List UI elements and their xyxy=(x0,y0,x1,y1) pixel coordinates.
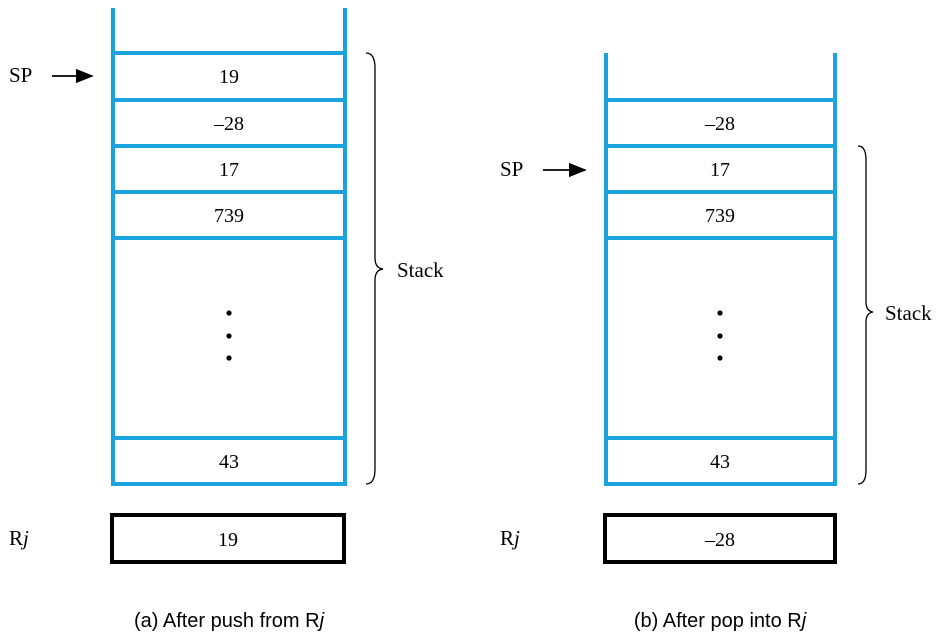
register-label: Rj xyxy=(500,526,520,550)
panel-a: 19 –28 17 739 43 SP Stack Rj 19 (a) Afte… xyxy=(9,8,444,632)
stack-brace xyxy=(365,52,384,485)
ellipsis-dots xyxy=(717,310,723,361)
stack-cell-value: 43 xyxy=(219,451,239,473)
register-value: –28 xyxy=(704,529,735,551)
stack-cell-value: 17 xyxy=(710,159,730,181)
stack-cell-value: 739 xyxy=(214,205,244,227)
stack-cell-value: 17 xyxy=(219,159,239,181)
stack-cell-value: 739 xyxy=(705,205,735,227)
stack-brace xyxy=(857,145,874,485)
register-box xyxy=(110,513,346,564)
stack-cell-value: –28 xyxy=(704,113,735,135)
sp-label: SP xyxy=(500,157,523,181)
stack-cell-value: 19 xyxy=(219,66,239,88)
stack-label: Stack xyxy=(397,258,444,282)
ellipsis-dots xyxy=(226,310,232,361)
stack-a xyxy=(111,8,347,486)
stack-cell-value: 43 xyxy=(710,451,730,473)
panel-b: –28 17 739 43 SP Stack Rj –28 (b) After … xyxy=(500,53,932,632)
register-label: Rj xyxy=(9,526,29,550)
caption-b: (b) After pop into Rj xyxy=(634,610,807,632)
stack-label: Stack xyxy=(885,301,932,325)
sp-label: SP xyxy=(9,63,32,87)
stack-b xyxy=(604,53,837,486)
caption-a: (a) After push from Rj xyxy=(134,610,325,632)
stack-cell-value: –28 xyxy=(213,113,244,135)
register-box xyxy=(603,513,837,564)
register-value: 19 xyxy=(218,529,238,551)
